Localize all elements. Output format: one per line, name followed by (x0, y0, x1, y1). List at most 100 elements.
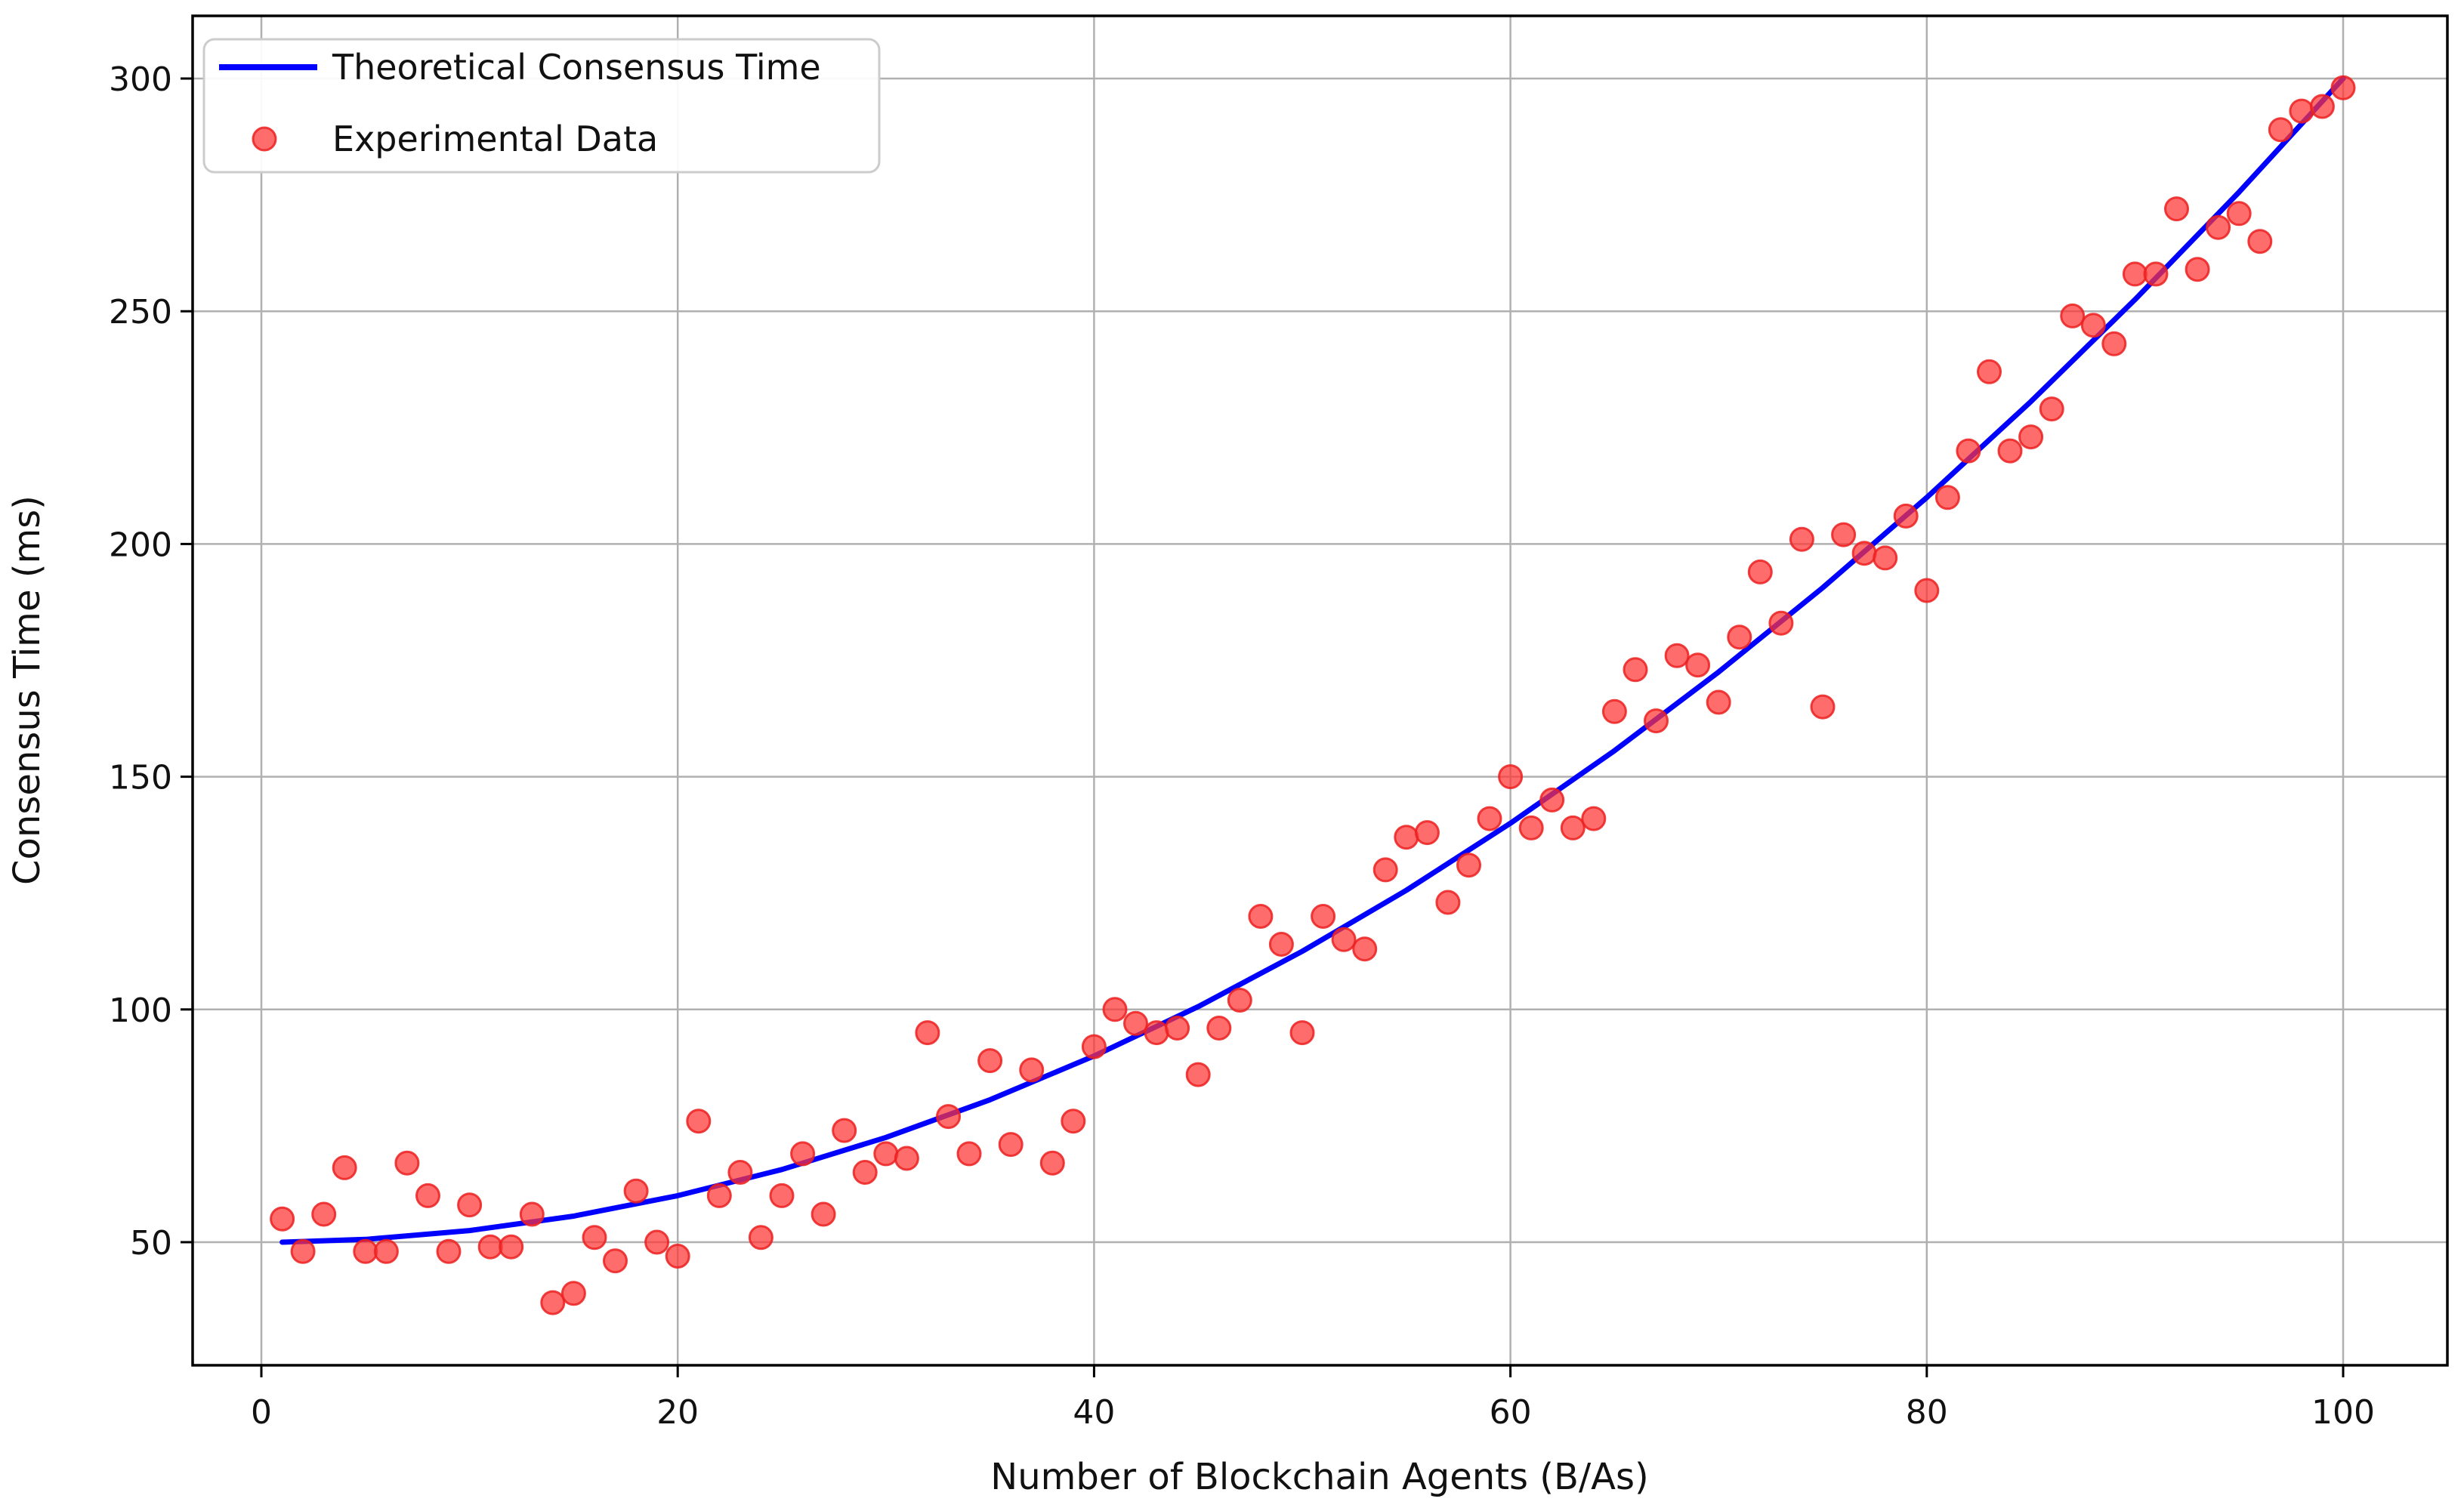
tick-labels: 0 20 40 60 80 100 50 100 150 200 250 300 (109, 60, 2375, 1432)
x-axis-label: Number of Blockchain Agents (B/As) (990, 1456, 1648, 1498)
data-point (665, 1244, 690, 1269)
legend: Theoretical Consensus Time Experimental … (202, 38, 881, 174)
x-tick-label-40: 40 (1073, 1393, 1115, 1432)
data-point (1956, 438, 1981, 464)
data-point (2143, 261, 2169, 287)
data-point (457, 1192, 483, 1218)
data-point (1289, 1020, 1315, 1046)
data-point (1268, 932, 1294, 957)
data-point (290, 1238, 316, 1264)
data-point (1685, 652, 1711, 678)
data-point (2226, 201, 2252, 227)
x-tick-label-0: 0 (251, 1393, 272, 1432)
data-point (1810, 694, 1836, 720)
data-point (1560, 815, 1586, 840)
data-point (2206, 214, 2231, 240)
data-point (623, 1178, 649, 1204)
data-point (2039, 396, 2064, 422)
theoretical-consensus-line (279, 76, 2346, 1245)
data-point (915, 1020, 940, 1046)
data-point (582, 1225, 607, 1250)
y-tick-label-200: 200 (109, 526, 172, 564)
data-point (811, 1201, 836, 1227)
data-point (1372, 857, 1398, 883)
data-point (519, 1201, 545, 1227)
data-point (1123, 1010, 1148, 1036)
legend-box (202, 38, 881, 174)
data-point (1893, 503, 1919, 529)
data-point (394, 1150, 420, 1176)
data-point (769, 1183, 795, 1208)
data-point (1851, 541, 1877, 566)
data-point (560, 1281, 586, 1306)
legend-entry-experimental: Experimental Data (332, 119, 658, 159)
data-point (1019, 1057, 1045, 1083)
x-tick-label-60: 60 (1490, 1393, 1532, 1432)
data-point (1623, 657, 1648, 683)
data-point (499, 1234, 524, 1260)
data-point (1934, 485, 1960, 510)
y-tick-label-300: 300 (109, 60, 172, 99)
data-point (2122, 261, 2148, 287)
data-point (2101, 331, 2127, 356)
axis-ticks (181, 77, 2345, 1377)
data-point (373, 1238, 399, 1264)
axes-spines (191, 14, 2449, 1367)
data-point (1248, 904, 1274, 929)
data-point (1518, 815, 1544, 840)
y-axis-label: Consensus Time (ms) (6, 495, 48, 885)
theoretical-curve-path (279, 76, 2346, 1245)
data-point (686, 1109, 712, 1134)
data-point (1789, 526, 1814, 552)
data-point (1414, 820, 1440, 846)
data-point (2164, 196, 2189, 222)
data-point (1768, 610, 1794, 636)
data-point (1601, 698, 1627, 724)
plot-border (191, 14, 2449, 1367)
data-point (311, 1201, 337, 1227)
data-point (436, 1238, 462, 1264)
data-point (727, 1160, 753, 1185)
data-point (873, 1141, 899, 1167)
data-point (540, 1290, 566, 1315)
data-point (2080, 313, 2106, 338)
data-point (1185, 1062, 1211, 1087)
data-point (894, 1146, 919, 1171)
data-point (1831, 522, 1857, 547)
data-point (977, 1048, 1003, 1074)
data-point (1331, 927, 1357, 952)
data-point (1747, 559, 1773, 584)
data-point (1311, 904, 1336, 929)
legend-dot-sample (252, 126, 277, 152)
x-tick-label-80: 80 (1906, 1393, 1948, 1432)
data-point (1394, 825, 1419, 850)
y-tick-label-50: 50 (130, 1224, 172, 1263)
data-point (1061, 1109, 1086, 1134)
data-point (1144, 1020, 1169, 1046)
data-point (2289, 98, 2314, 124)
data-point (1914, 578, 1940, 603)
experimental-data-points (270, 75, 2356, 1315)
x-tick-label-100: 100 (2311, 1393, 2375, 1432)
data-point (1081, 1034, 1107, 1059)
data-point (1977, 359, 2002, 384)
data-point (956, 1141, 982, 1167)
y-tick-label-100: 100 (109, 991, 172, 1030)
data-point (832, 1118, 857, 1143)
data-point (998, 1132, 1024, 1158)
data-point (353, 1238, 378, 1264)
data-point (1165, 1016, 1190, 1041)
y-tick-label-250: 250 (109, 293, 172, 331)
legend-entry-theoretical: Theoretical Consensus Time (332, 47, 821, 88)
data-point (936, 1104, 961, 1130)
data-point (1706, 689, 1731, 715)
data-point (1227, 988, 1252, 1013)
data-point (1997, 438, 2023, 464)
data-point (2309, 94, 2335, 119)
data-point (2060, 303, 2086, 328)
data-point (1456, 853, 1481, 878)
data-point (415, 1183, 440, 1208)
data-point (748, 1225, 773, 1250)
y-tick-label-150: 150 (109, 759, 172, 797)
